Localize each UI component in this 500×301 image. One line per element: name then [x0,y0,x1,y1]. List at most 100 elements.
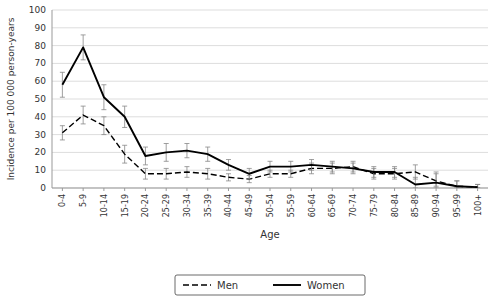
error-bar-cap [288,171,293,172]
y-tick-label: 10 [35,165,47,175]
error-bar-cap [143,168,148,169]
y-tick-label: 20 [35,147,47,157]
x-tick [477,188,478,191]
series [60,35,480,188]
x-tick-label: 30-34 [183,194,192,217]
x-tick-label: 45-49 [245,194,254,217]
error-bar-cap [122,106,127,107]
error-bar-cap [184,166,189,167]
y-tick-label: 90 [35,23,47,33]
error-bar-cap [454,188,459,189]
error-bar-cap [413,177,418,178]
error-bar-cap [164,143,169,144]
error-bar-cap [268,161,273,162]
y-tick-label: 100 [29,5,46,15]
x-axis-title: Age [260,229,279,240]
error-bar-cap [330,171,335,172]
x-tick-label: 90-94 [432,194,441,217]
error-bar-cap [101,84,106,85]
x-tick-label: 100+ [474,194,483,216]
error-bar-cap [143,179,148,180]
error-bar-cap [226,159,231,160]
error-bar-cap [101,116,106,117]
x-tick-label: 50-54 [266,194,275,217]
error-bar-cap [143,164,148,165]
x-tick [332,188,333,191]
error-bar-cap [351,161,356,162]
error-bar-cap [122,127,127,128]
error-bar-cap [454,180,459,181]
error-bar-cap [81,34,86,35]
grid-line [52,63,488,64]
error-bar-cap [475,184,480,185]
y-tick-label: 40 [35,112,47,122]
error-bar-cap [413,164,418,165]
error-bar-cap [164,179,169,180]
error-bar-cap [309,159,314,160]
x-tick-label: 0-4 [58,194,67,207]
error-bar-cap [309,170,314,171]
error-bar-cap [330,161,335,162]
error-bar-cap [434,173,439,174]
error-bar-cap [371,166,376,167]
error-bar-cap [247,179,252,180]
error-bar-cap [475,184,480,185]
error-bar-cap [122,145,127,146]
error-bar-cap [101,134,106,135]
legend: Men Women [175,275,365,295]
error-bar-cap [351,163,356,164]
error-bar-cap [371,177,376,178]
chart: 01020304050607080901000-45-910-1415-1920… [0,0,500,301]
error-bar-cap [392,179,397,180]
error-bar-cap [226,170,231,171]
error-bar-cap [268,177,273,178]
x-tick-label: 25-29 [162,194,171,217]
error-bar-cap [288,161,293,162]
x-tick [353,188,354,191]
error-bar-cap [184,177,189,178]
y-tick-label: 0 [40,183,46,193]
x-tick [186,188,187,191]
y-tick-label: 60 [35,76,47,86]
legend-swatch [183,284,211,285]
error-bar [143,168,148,179]
error-bar-cap [205,179,210,180]
legend-label: Men [217,280,238,291]
error-bar-cap [60,125,65,126]
x-tick [394,188,395,191]
error-bar-cap [60,72,65,73]
x-tick-label: 70-74 [349,194,358,217]
error-bar-cap [81,106,86,107]
x-tick [290,188,291,191]
error-bar-cap [247,168,252,169]
error-bar-cap [101,109,106,110]
x-tick [145,188,146,191]
error-bar-cap [60,97,65,98]
y-axis-title: Incidence per 100 000 person-years [6,17,16,180]
error-bar-cap [205,168,210,169]
y-tick-label: 80 [35,41,47,51]
x-tick-label: 60-64 [308,194,317,217]
x-tick-label: 55-59 [287,194,296,217]
y-axis: 0102030405060708090100 [29,5,46,193]
error-bar-cap [434,188,439,189]
series-line [62,47,477,187]
error-bar-cap [81,123,86,124]
legend-label: Women [307,280,345,291]
error-bar-cap [392,166,397,167]
error-bar-cap [413,188,418,189]
grid-line [52,116,488,117]
x-tick [83,188,84,191]
error-bar-cap [205,147,210,148]
error-bar-stem [145,168,146,179]
grid-line [52,134,488,135]
x-tick-label: 65-69 [328,194,337,217]
x-tick [456,188,457,191]
error-bar-cap [122,163,127,164]
x-tick [62,188,63,191]
x-tick-label: 85-89 [411,194,420,217]
grid-line [52,45,488,46]
error-bar-cap [143,147,148,148]
grid-line [52,99,488,100]
x-tick [124,188,125,191]
